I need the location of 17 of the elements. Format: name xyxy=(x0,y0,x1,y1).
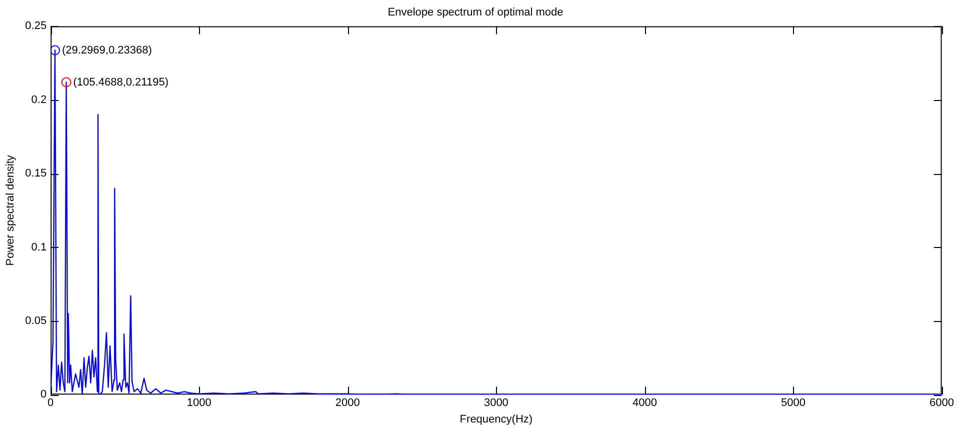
x-tick-label: 4000 xyxy=(632,397,657,410)
x-axis-title: Frequency(Hz) xyxy=(460,413,533,426)
x-tick-label: 2000 xyxy=(335,397,360,410)
y-tick-label: 0.05 xyxy=(25,314,47,327)
x-tick-label: 6000 xyxy=(930,397,954,410)
x-tick-label: 5000 xyxy=(780,397,806,410)
y-tick-label: 0.2 xyxy=(31,94,47,106)
annotation: (29.2969,0.23368) xyxy=(62,44,152,56)
y-tick-label: 0.1 xyxy=(31,241,47,254)
y-tick-label: 0 xyxy=(40,388,47,401)
x-tick-label: 1000 xyxy=(186,397,212,410)
annotation: (105.4688,0.21195) xyxy=(73,76,168,88)
y-axis-title: Power spectral density xyxy=(4,154,17,266)
chart-title: Envelope spectrum of optimal mode xyxy=(388,6,564,19)
y-tick-label: 0.15 xyxy=(25,168,47,180)
x-tick-label: 3000 xyxy=(484,397,508,410)
y-tick-label: 0.25 xyxy=(25,20,47,32)
